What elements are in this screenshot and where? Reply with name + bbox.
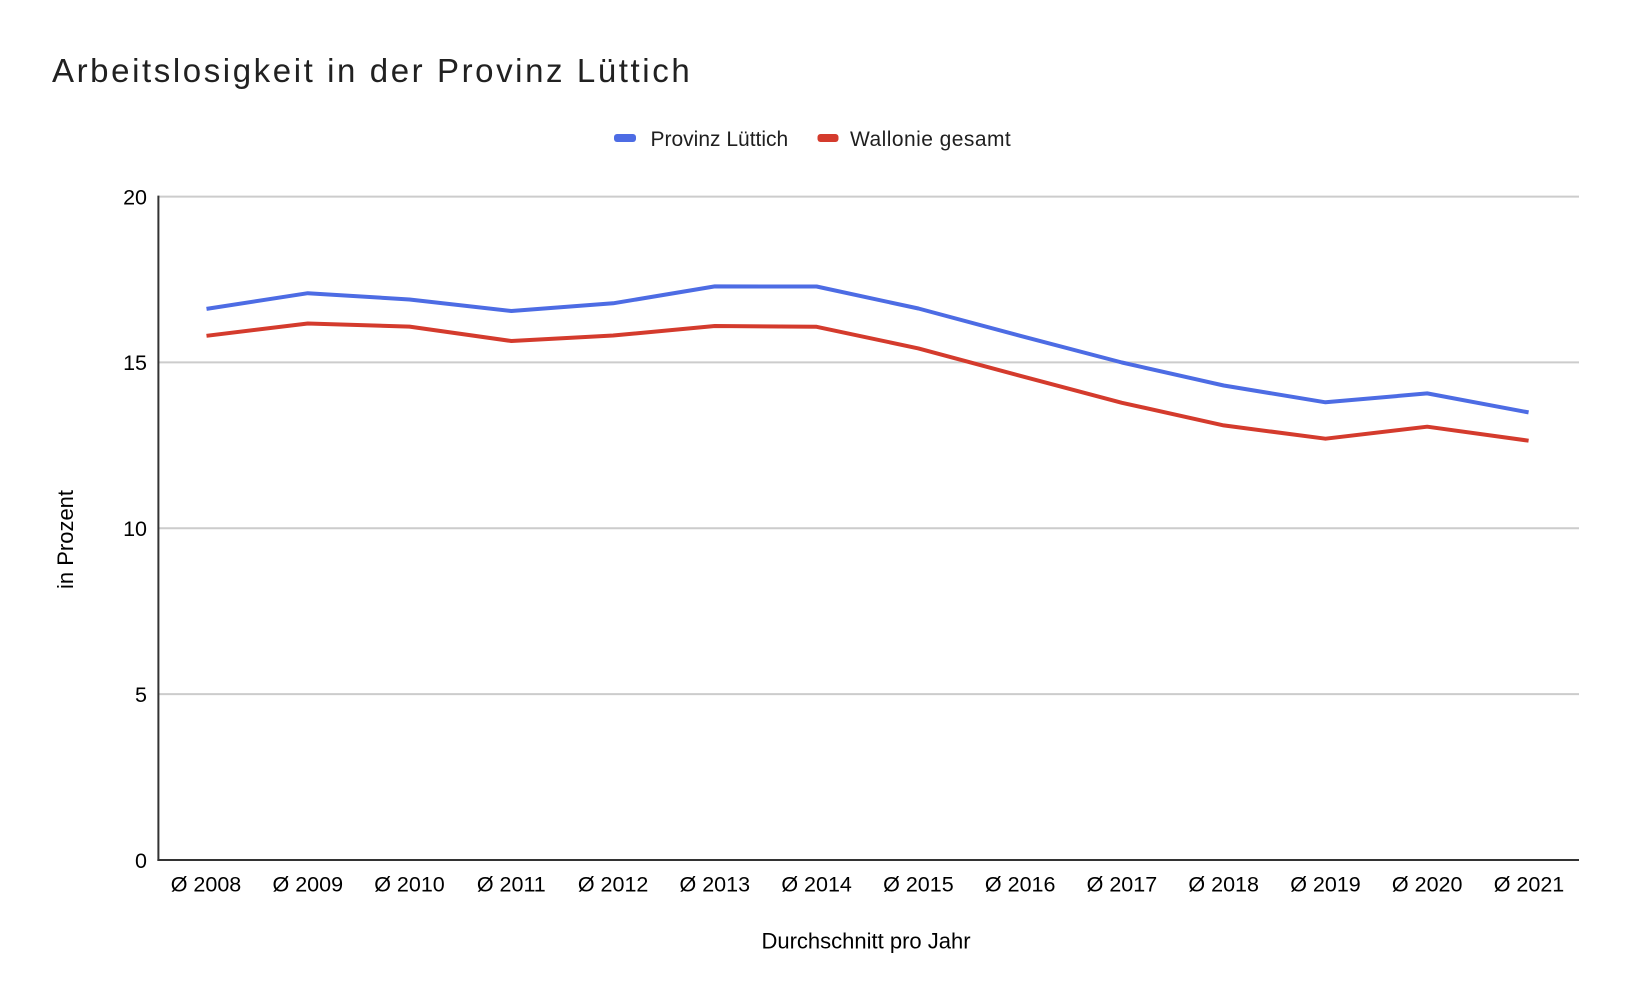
svg-text:Ø 2008: Ø 2008: [171, 873, 242, 897]
svg-text:Ø 2016: Ø 2016: [985, 873, 1056, 897]
svg-text:Durchschnitt pro Jahr: Durchschnitt pro Jahr: [761, 929, 970, 954]
svg-text:0: 0: [135, 849, 147, 873]
svg-text:Provinz Lüttich: Provinz Lüttich: [651, 128, 789, 151]
svg-text:Ø 2014: Ø 2014: [781, 873, 852, 897]
svg-text:20: 20: [123, 185, 147, 209]
svg-text:Ø 2017: Ø 2017: [1087, 873, 1158, 897]
svg-text:Ø 2012: Ø 2012: [578, 873, 649, 897]
svg-text:Wallonie gesamt: Wallonie gesamt: [850, 128, 1011, 151]
svg-text:5: 5: [135, 683, 147, 707]
svg-text:Ø 2013: Ø 2013: [680, 873, 751, 897]
svg-text:Ø 2015: Ø 2015: [883, 873, 954, 897]
svg-text:Ø 2010: Ø 2010: [374, 873, 445, 897]
svg-text:Ø 2021: Ø 2021: [1494, 873, 1565, 897]
svg-text:Ø 2009: Ø 2009: [273, 873, 344, 897]
svg-text:Ø 2011: Ø 2011: [477, 873, 546, 897]
svg-text:Ø 2018: Ø 2018: [1188, 873, 1259, 897]
svg-text:in Prozent: in Prozent: [53, 490, 78, 589]
svg-text:10: 10: [123, 517, 147, 541]
svg-text:15: 15: [123, 351, 147, 375]
svg-text:Ø 2019: Ø 2019: [1290, 873, 1361, 897]
svg-text:Arbeitslosigkeit in der Provin: Arbeitslosigkeit in der Provinz Lüttich: [52, 52, 692, 89]
svg-text:Ø 2020: Ø 2020: [1392, 873, 1463, 897]
